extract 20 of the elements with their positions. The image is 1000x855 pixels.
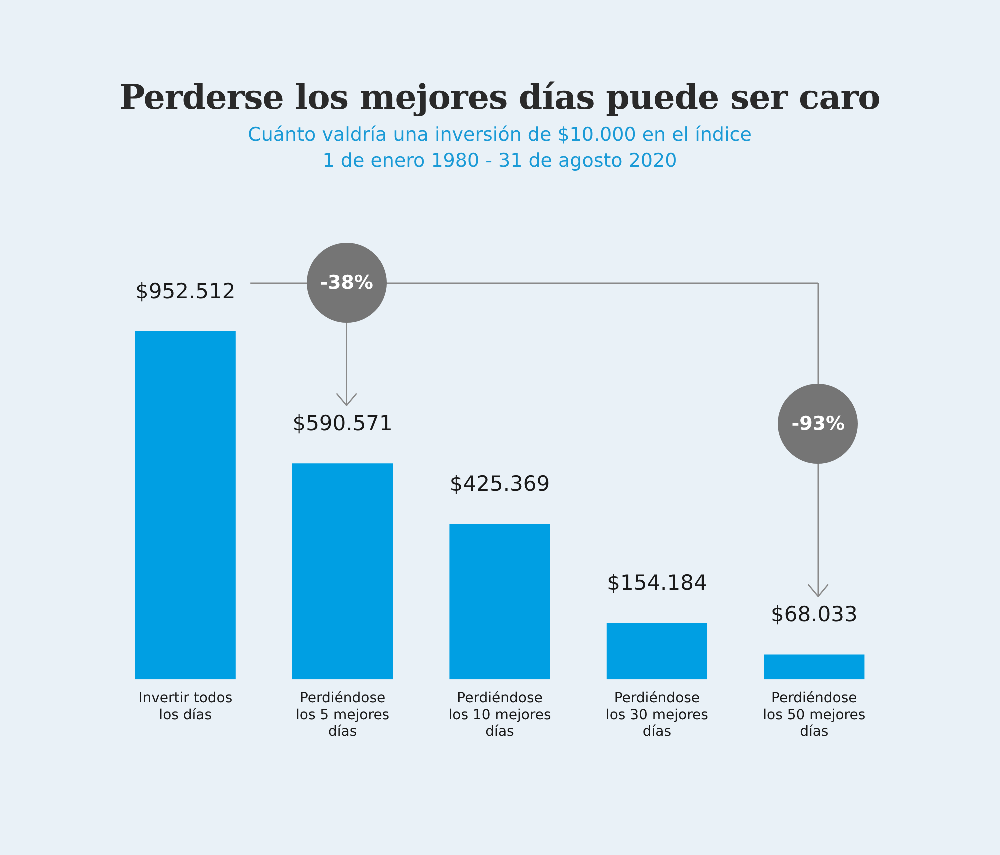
bar xyxy=(764,654,865,680)
data-label: $952.512 xyxy=(136,279,236,304)
annotation: -93% xyxy=(792,413,846,436)
bar xyxy=(606,623,708,680)
data-label: $425.369 xyxy=(450,472,550,496)
circle-badge: -38% xyxy=(306,243,387,324)
bar xyxy=(292,464,394,680)
data-label: $154.184 xyxy=(607,571,708,596)
x-tick-label: Perdiéndose los 5 mejores días xyxy=(296,690,390,740)
data-label: $590.571 xyxy=(292,412,393,436)
bar xyxy=(135,331,236,680)
x-tick-label: Perdiéndose los 50 mejores días xyxy=(763,690,866,740)
chart-title: Perderse los mejores días puede ser caro xyxy=(118,78,882,118)
x-tick-label: Invertir todos los días xyxy=(138,690,233,724)
x-tick-label: Perdiéndose los 10 mejores días xyxy=(448,690,552,740)
data-label: $68.033 xyxy=(770,602,858,627)
bar xyxy=(450,524,550,680)
circle-badge: -93% xyxy=(778,384,858,464)
chart-subtitle: Cuánto valdría una inversión de $10.000 en el índice 1 de enero 1980 - 31 de agosto 2020 xyxy=(247,123,753,174)
x-tick-label: Perdiéndose los 30 mejores días xyxy=(606,690,708,740)
